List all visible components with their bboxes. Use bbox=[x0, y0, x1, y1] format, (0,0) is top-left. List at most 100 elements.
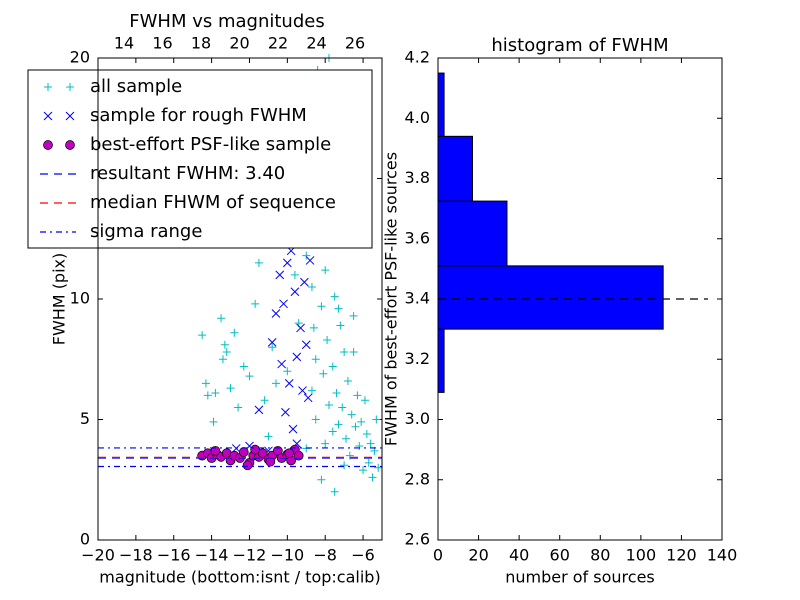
point bbox=[321, 439, 330, 448]
point bbox=[217, 314, 226, 323]
point bbox=[254, 405, 264, 415]
point bbox=[277, 359, 287, 369]
legend-marker bbox=[65, 140, 75, 150]
x-tick-label: −10 bbox=[270, 546, 304, 565]
point bbox=[328, 427, 337, 436]
point bbox=[267, 338, 277, 347]
point bbox=[340, 348, 349, 357]
point bbox=[284, 378, 294, 388]
point bbox=[360, 396, 369, 405]
y-tick-label: 3.2 bbox=[405, 349, 430, 368]
point bbox=[251, 299, 260, 308]
point bbox=[323, 335, 332, 344]
point bbox=[311, 415, 320, 424]
point bbox=[292, 352, 302, 362]
point bbox=[334, 304, 343, 313]
point bbox=[242, 460, 253, 471]
x-axis-label: number of sources bbox=[505, 568, 655, 587]
point bbox=[275, 270, 285, 280]
point bbox=[330, 292, 339, 301]
point bbox=[362, 429, 371, 438]
point bbox=[317, 475, 326, 484]
point bbox=[239, 362, 248, 371]
point bbox=[271, 379, 280, 388]
y-tick-label: 3.0 bbox=[405, 409, 430, 428]
x2-tick-label: 26 bbox=[345, 34, 365, 53]
legend-marker bbox=[66, 83, 74, 91]
point bbox=[288, 424, 298, 434]
x-tick-label: 100 bbox=[626, 546, 657, 565]
plot-frame bbox=[437, 57, 723, 541]
point bbox=[372, 415, 381, 424]
point bbox=[338, 403, 347, 412]
point bbox=[282, 258, 292, 268]
y-tick-label: 10 bbox=[70, 289, 90, 308]
point bbox=[300, 277, 309, 287]
point bbox=[309, 323, 318, 332]
bar bbox=[437, 200, 508, 267]
x-tick-label: 60 bbox=[550, 546, 570, 565]
point bbox=[279, 299, 288, 309]
point bbox=[290, 270, 299, 279]
point bbox=[301, 340, 311, 350]
point bbox=[283, 367, 292, 376]
point bbox=[293, 450, 304, 461]
point bbox=[290, 287, 300, 297]
point bbox=[198, 331, 207, 340]
point bbox=[254, 258, 263, 267]
point bbox=[302, 251, 311, 260]
point bbox=[298, 386, 307, 395]
point bbox=[210, 445, 221, 456]
point bbox=[374, 463, 383, 472]
point bbox=[349, 348, 358, 357]
x-tick-label: 140 bbox=[707, 546, 738, 565]
point bbox=[264, 432, 273, 441]
plot-frame bbox=[97, 57, 383, 541]
point bbox=[328, 362, 337, 371]
legend-box bbox=[27, 69, 373, 249]
point bbox=[342, 434, 351, 443]
point bbox=[234, 403, 243, 412]
x-tick-label: 40 bbox=[509, 546, 529, 565]
legend-label: resultant FWHM: 3.40 bbox=[90, 163, 285, 184]
point bbox=[366, 439, 375, 448]
point bbox=[296, 323, 305, 333]
legend-label: sample for rough FWHM bbox=[90, 105, 307, 126]
x2-tick-label: 24 bbox=[306, 34, 326, 53]
y-tick-label: 3.6 bbox=[405, 228, 430, 247]
x-tick-label: −18 bbox=[119, 546, 153, 565]
y-tick-label: 2.6 bbox=[405, 530, 430, 549]
point bbox=[345, 451, 354, 460]
x2-tick-label: 16 bbox=[152, 34, 172, 53]
point bbox=[281, 407, 290, 417]
bar bbox=[437, 135, 473, 202]
x-tick-label: −12 bbox=[233, 546, 267, 565]
legend-marker bbox=[43, 140, 53, 150]
point bbox=[203, 391, 212, 400]
x2-tick-label: 18 bbox=[191, 34, 211, 53]
point bbox=[334, 420, 343, 429]
point bbox=[268, 343, 277, 352]
legend-label: all sample bbox=[90, 76, 182, 97]
y-tick-label: 3.8 bbox=[405, 168, 430, 187]
x2-tick-label: 22 bbox=[268, 34, 288, 53]
legend-marker bbox=[65, 111, 75, 121]
y-tick-label: 20 bbox=[70, 48, 90, 67]
point bbox=[230, 328, 239, 337]
x-axis-label: magnitude (bottom:isnt / top:calib) bbox=[99, 568, 380, 587]
point bbox=[324, 401, 333, 410]
y-tick-label: 0 bbox=[80, 530, 90, 549]
point bbox=[340, 461, 349, 470]
bar bbox=[437, 72, 445, 137]
x2-tick-label: 20 bbox=[229, 34, 249, 53]
chart-title: FWHM vs magnitudes bbox=[129, 11, 324, 32]
point bbox=[332, 388, 341, 397]
point bbox=[321, 266, 330, 275]
x2-tick-label: 14 bbox=[114, 34, 134, 53]
point bbox=[351, 422, 360, 431]
y-tick-label: 4.0 bbox=[405, 108, 430, 127]
legend: all sample sample for rough FWHM best-effo… bbox=[27, 69, 373, 249]
y-axis-label: FWHM of best-effort PSF-like sources bbox=[382, 152, 401, 446]
point bbox=[311, 355, 320, 364]
